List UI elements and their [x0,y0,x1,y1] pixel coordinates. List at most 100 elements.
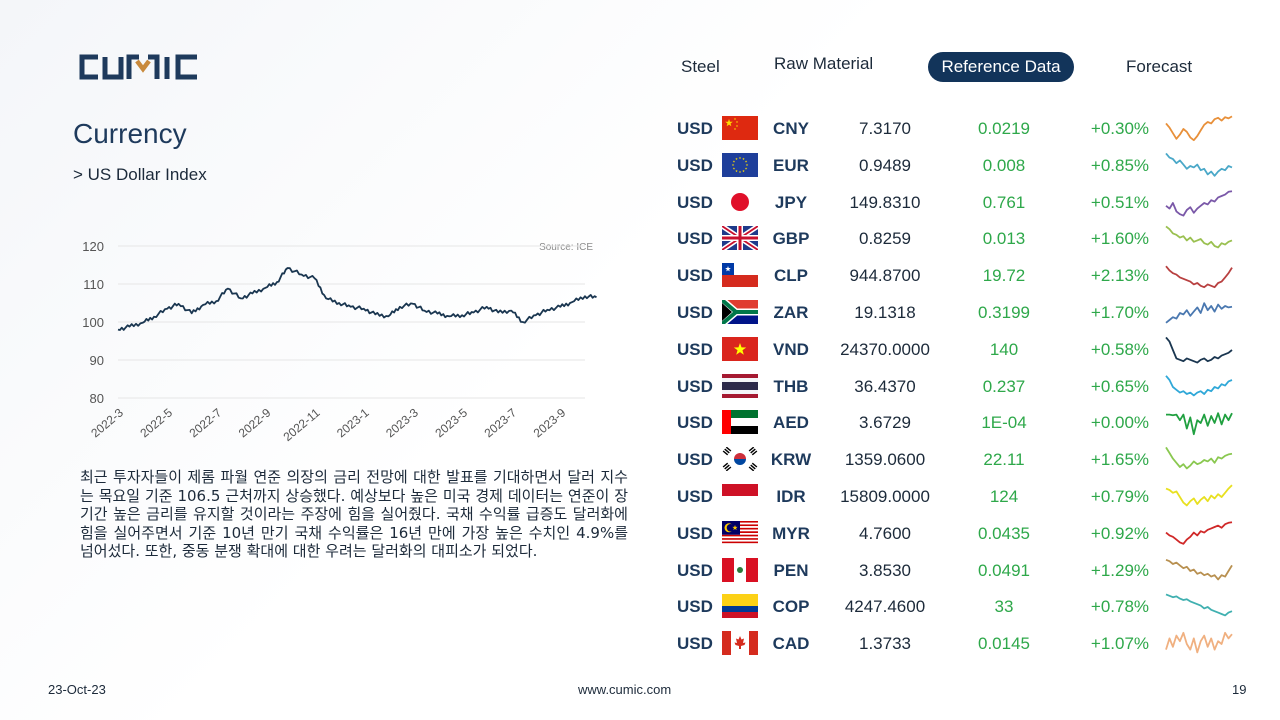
rate-row-myr[interactable]: USD MYR 4.7600 0.0435 +0.92% [670,517,1270,551]
quote-currency: VND [773,339,809,359]
sparkline [1165,632,1233,654]
sparkline-path [1165,447,1233,470]
base-currency: USD [677,450,713,470]
rate-row-eur[interactable]: USD EUR 0.9489 0.008 +0.85% [670,149,1270,183]
co-flag-icon [722,594,758,619]
rate-change-percent: +0.92% [1090,523,1150,543]
exchange-rate: 0.8259 [859,229,911,249]
quote-currency: CLP [774,266,808,286]
x-tick-label: 2022-7 [187,405,225,440]
y-tick-label: 120 [82,239,104,254]
x-tick-label: 2022-11 [281,405,323,444]
rate-row-cad[interactable]: USD CAD 1.3733 0.0145 +1.07% [670,627,1270,661]
quote-currency: ZAR [773,303,809,322]
sparkline-path [1165,521,1233,545]
pe-flag-icon [722,557,758,582]
rate-row-pen[interactable]: USD PEN 3.8530 0.0491 +1.29% [670,554,1270,588]
rate-row-thb[interactable]: USD THB 36.4370 0.237 +0.65% [670,370,1270,404]
exchange-rate: 3.8530 [859,560,911,580]
jp-flag-icon [722,189,758,214]
sparkline-path [1165,374,1233,396]
kr-flag-icon [722,447,758,472]
sparkline [1165,152,1233,177]
x-tick-label: 2022-9 [236,405,274,440]
rate-change-percent: +1.70% [1090,303,1150,322]
quote-currency: MYR [772,523,810,543]
rate-row-jpy[interactable]: USD JPY 149.8310 0.761 +0.51% [670,186,1270,220]
sparkline [1165,115,1233,142]
gb-flag-icon [722,226,758,251]
rate-change-percent: +0.79% [1090,487,1150,506]
base-currency: USD [677,560,713,580]
sparkline-path [1165,593,1233,617]
base-currency: USD [677,192,713,212]
sparkline [1165,593,1233,617]
rate-change-percent: +0.30% [1090,119,1150,138]
rate-row-aed[interactable]: USD AED 3.6729 1E-04 +0.00% [670,406,1270,440]
id-flag-icon [722,484,758,508]
quote-currency: KRW [770,450,812,470]
cumic-logo-mark [79,54,197,80]
rate-row-idr[interactable]: USD IDR 15809.0000 124 +0.79% [670,480,1270,514]
sparkline-path [1165,189,1233,217]
rate-row-cop[interactable]: USD COP 4247.4600 33 +0.78% [670,590,1270,624]
x-tick-label: 2023-9 [531,405,569,440]
x-tick-label: 2022-5 [137,405,175,440]
y-tick-label: 110 [83,277,104,292]
rate-row-cny[interactable]: USD CNY 7.3170 0.0219 +0.30% [670,112,1270,146]
sparkline [1165,484,1233,507]
rate-row-zar[interactable]: USD ZAR 19.1318 0.3199 +1.70% [670,296,1270,330]
logo-accent [135,59,151,73]
tab-forecast[interactable]: Forecast [1126,57,1193,76]
cn-flag-icon [722,116,758,140]
sparkline [1165,302,1233,324]
sparkline [1165,447,1233,470]
x-tick-label: 2023-1 [334,405,372,440]
rate-change-percent: +2.13% [1090,266,1150,286]
rate-change: 140 [989,339,1019,359]
base-currency: USD [677,339,713,359]
x-tick-label: 2023-5 [432,405,470,440]
base-currency: USD [677,119,713,138]
tab-raw-material[interactable]: Raw Material [774,54,874,73]
tab-reference-data[interactable]: Reference Data [928,52,1074,82]
footer-website[interactable]: www.cumic.com [578,682,672,697]
base-currency: USD [677,376,713,396]
sparkline-path [1165,226,1233,249]
rate-change: 1E-04 [981,413,1027,433]
sparkline [1165,226,1233,249]
sparkline [1166,412,1233,436]
eu-flag-icon [722,152,758,177]
x-tick-label: 2023-3 [383,405,421,440]
rate-row-gbp[interactable]: USD GBP 0.8259 0.013 +1.60% [670,222,1270,256]
rate-change: 0.0219 [978,119,1030,138]
exchange-rate: 19.1318 [854,303,916,322]
cumic-logo [76,52,204,82]
sparkline [1165,265,1233,289]
y-tick-label: 90 [90,353,104,368]
rate-row-krw[interactable]: USD KRW 1359.0600 22.11 +1.65% [670,443,1270,477]
quote-currency: EUR [773,155,809,175]
rate-row-clp[interactable]: USD CLP 944.8700 19.72 +2.13% [670,259,1270,293]
quote-currency: PEN [773,560,809,580]
rate-change: 0.761 [982,192,1026,212]
exchange-rate: 944.8700 [849,266,921,286]
top-nav: Steel Raw Material Reference Data Foreca… [0,52,1280,82]
sparkline [1165,521,1233,545]
rate-change-percent: +0.51% [1090,192,1150,212]
sparkline-path [1165,632,1233,654]
ca-flag-icon [722,631,758,656]
exchange-rate: 7.3170 [859,119,911,138]
exchange-rate: 3.6729 [859,413,911,433]
rate-row-vnd[interactable]: USD VND 24370.0000 140 +0.58% [670,333,1270,367]
page-title: Currency [73,118,187,149]
quote-currency: CNY [773,119,809,138]
sparkline [1165,558,1233,580]
rate-change-percent: +0.65% [1090,376,1150,396]
tab-steel[interactable]: Steel [681,57,720,76]
base-currency: USD [677,523,713,543]
cl-flag-icon [722,263,758,288]
rate-change: 0.237 [982,376,1026,396]
rate-change-percent: +1.07% [1090,634,1150,654]
exchange-rate: 4.7600 [859,523,911,543]
